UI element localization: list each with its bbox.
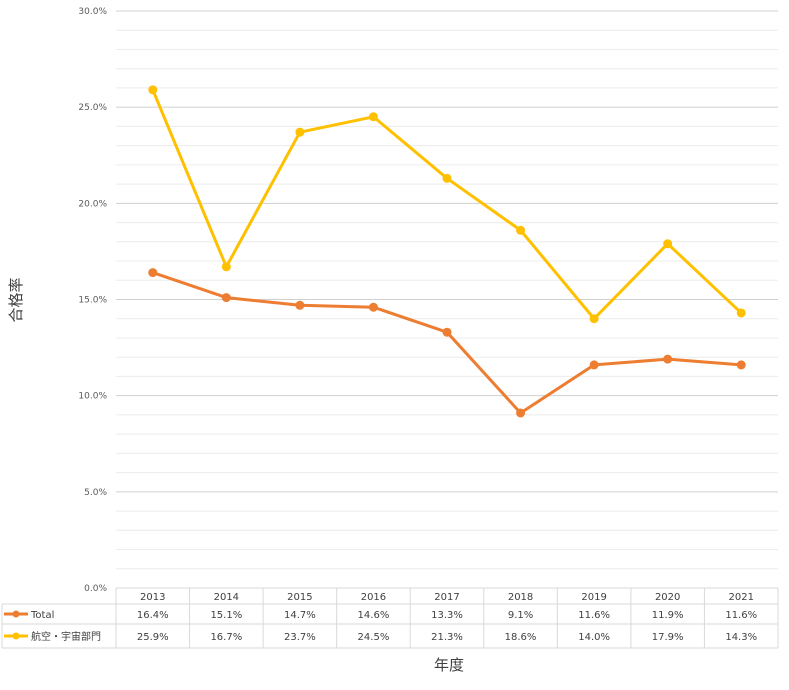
data-point [589, 314, 599, 324]
table-data-label: 18.6% [505, 632, 537, 643]
gridlines [116, 10, 778, 589]
table-data-label: 15.1% [210, 610, 242, 621]
series-line [151, 271, 743, 415]
data-point [589, 360, 599, 370]
x-category-label: 2019 [581, 592, 606, 603]
x-category-label: 2016 [361, 592, 386, 603]
y-tick-label: 25.0% [78, 103, 107, 113]
table-data-label: 14.0% [578, 632, 610, 643]
table-data-label: 14.3% [725, 632, 757, 643]
data-point [221, 293, 231, 303]
y-tick-label: 15.0% [78, 296, 107, 306]
legend-series-name: Total [30, 610, 54, 621]
table-data-label: 11.9% [652, 610, 684, 621]
x-category-label: 2017 [434, 592, 459, 603]
data-point [221, 262, 231, 272]
table-data-label: 21.3% [431, 632, 463, 643]
data-point [442, 327, 452, 337]
table-data-label: 11.6% [578, 610, 610, 621]
data-point [736, 360, 746, 370]
table-data-label: 9.1% [508, 610, 533, 621]
table-data-label: 14.7% [284, 610, 316, 621]
table-data-label: 25.9% [137, 632, 169, 643]
x-category-label: 2014 [214, 592, 239, 603]
table-data-label: 11.6% [725, 610, 757, 621]
table-data-label: 16.7% [210, 632, 242, 643]
table-data-label: 24.5% [358, 632, 390, 643]
series-line [151, 88, 743, 321]
table-data-label: 16.4% [137, 610, 169, 621]
y-tick-label: 5.0% [84, 488, 107, 498]
table-data-label: 13.3% [431, 610, 463, 621]
y-tick-label: 20.0% [78, 199, 107, 209]
data-point [368, 112, 378, 122]
data-table: 2013 2014 2015 2016 2017 2018 2019 2020 2021 Tota… [1, 587, 779, 649]
legend-series-name: 航空・宇宙部門 [31, 630, 101, 643]
data-point [295, 300, 305, 310]
series-lines [148, 85, 746, 418]
y-tick-label: 10.0% [78, 392, 107, 402]
data-point [663, 239, 673, 249]
y-tick-label: 30.0% [78, 7, 107, 17]
y-axis-title: 合格率 [7, 277, 25, 322]
x-category-label: 2013 [140, 592, 165, 603]
x-category-label: 2021 [728, 592, 753, 603]
data-point [516, 225, 526, 235]
data-point [295, 127, 305, 137]
legend-key-marker [12, 632, 20, 640]
data-point [442, 173, 452, 183]
table-data-label: 17.9% [652, 632, 684, 643]
data-point [148, 85, 158, 95]
table-data-label: 23.7% [284, 632, 316, 643]
data-point [736, 308, 746, 318]
x-category-label: 2018 [508, 592, 533, 603]
x-axis-title: 年度 [434, 656, 464, 674]
data-point [148, 268, 158, 278]
x-category-label: 2015 [287, 592, 312, 603]
data-point [368, 302, 378, 312]
table-data-label: 14.6% [358, 610, 390, 621]
legend-key-marker [12, 610, 20, 618]
x-category-label: 2020 [655, 592, 680, 603]
data-point [663, 354, 673, 364]
y-axis-ticks: 0.0% 5.0% 10.0% 15.0% 20.0% 25.0% 30.0% [78, 7, 107, 594]
y-tick-label: 0.0% [84, 584, 107, 594]
data-point [516, 408, 526, 418]
